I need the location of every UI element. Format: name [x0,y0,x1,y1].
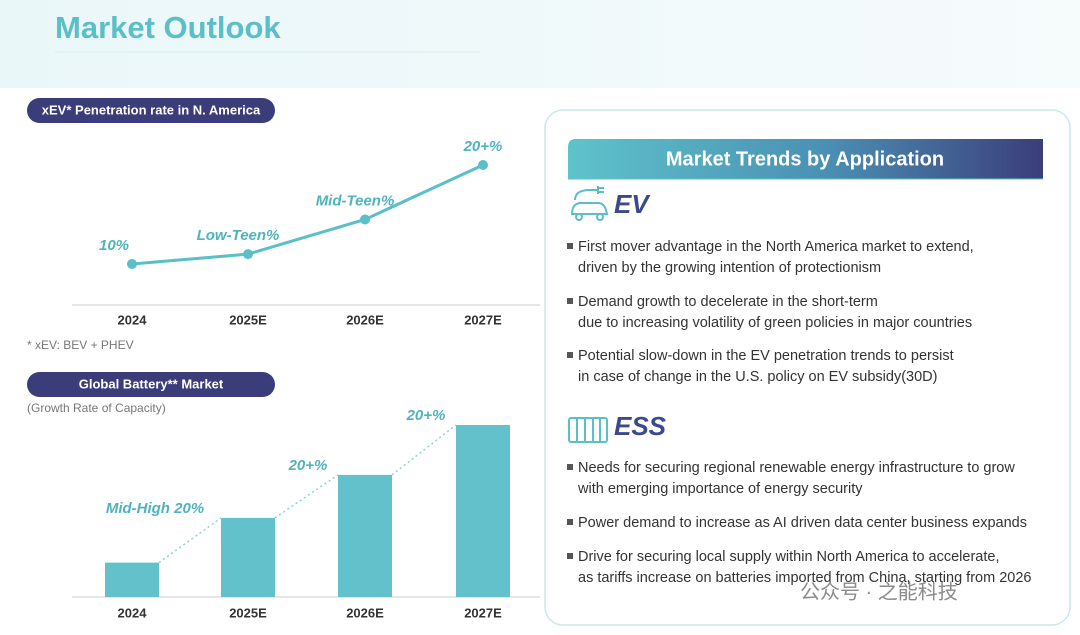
chart-label: Global Battery** Market [79,376,224,391]
x-tick-label: 2027E [464,312,502,327]
point [478,160,488,170]
bar [456,425,510,597]
x-tick-label: 2024 [118,605,148,620]
bullet-marker [567,553,573,559]
page-title: Market Outlook [55,10,281,45]
point [243,249,253,260]
x-tick-label: 2025E [229,312,267,327]
bullet-text: as tariffs increase on batteries importe… [578,570,1031,586]
bar [338,474,392,597]
bullet-text: driven by the growing intention of prote… [578,260,881,276]
bullet-text: in case of change in the U.S. policy on … [578,369,937,385]
bullet-text: Demand growth to decelerate in the short… [578,294,878,310]
chart-subtitle: (Growth Rate of Capacity) [27,401,166,415]
point [360,214,370,225]
watermark: 公众号 · 之能科技 [800,580,958,603]
bullet-text: with emerging importance of energy secur… [577,481,863,497]
value-label: 10% [99,237,129,254]
x-tick-label: 2026E [346,605,384,620]
section-title: ESS [614,411,667,441]
bullet-marker [567,352,573,358]
bullet-marker [567,298,573,304]
growth-connector [391,424,457,476]
growth-label: 20+% [406,407,446,424]
bullet-text: Power demand to increase as AI driven da… [578,515,1027,531]
value-label: Low-Teen% [197,227,280,244]
chart-label: xEV* Penetration rate in N. America [42,102,261,117]
bullet-text: Drive for securing local supply within N… [578,549,999,565]
bullet-marker [567,519,573,525]
value-label: Mid-Teen% [316,192,395,209]
bullet-text: Potential slow-down in the EV penetratio… [578,348,954,364]
bar [221,517,275,597]
point [127,259,137,269]
footnote: * xEV: BEV + PHEV [27,338,134,352]
header-band [0,0,1080,88]
growth-connector [158,517,222,564]
x-tick-label: 2024 [118,312,148,327]
line [131,163,484,266]
section-title: EV [614,189,651,219]
bullet-text: First mover advantage in the North Ameri… [578,239,974,255]
value-label: 20+% [463,138,503,155]
bullet-text: Needs for securing regional renewable en… [578,460,1015,476]
bullet-marker [567,464,573,470]
ess-icon [568,417,608,443]
pill [27,98,275,123]
growth-label: Mid-High 20% [106,500,204,517]
trends-banner [568,139,1043,179]
growth-connector [274,474,339,519]
trends-title: Market Trends by Application [666,148,944,170]
pill [27,372,275,397]
x-tick-label: 2027E [464,605,502,620]
bar [105,562,159,597]
bullet-text: due to increasing volatility of green po… [578,315,972,331]
trends-panel [544,109,1071,626]
x-tick-label: 2026E [346,312,384,327]
ev-icon [570,186,609,221]
x-tick-label: 2025E [229,605,267,620]
bullet-marker [567,243,573,249]
growth-label: 20+% [288,457,328,474]
